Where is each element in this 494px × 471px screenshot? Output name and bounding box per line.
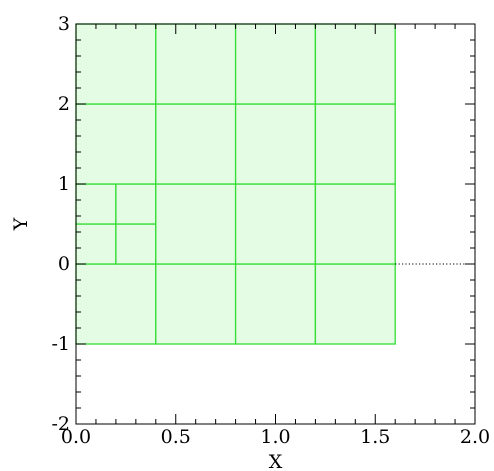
mesh-cells bbox=[75, 23, 396, 345]
y-tick-label: 1 bbox=[58, 173, 70, 195]
mesh-cell-9 bbox=[234, 183, 317, 265]
mesh-cell-6 bbox=[75, 183, 117, 225]
y-tick-label: -2 bbox=[51, 413, 70, 435]
mesh-cell-7 bbox=[115, 183, 157, 225]
axis-ticks bbox=[75, 23, 476, 425]
mesh-cell-17 bbox=[234, 23, 317, 105]
y-axis-label: Y bbox=[10, 217, 32, 231]
mesh-cell-2 bbox=[234, 263, 317, 345]
mesh-cell-14 bbox=[314, 103, 396, 185]
x-tick-label: 0.5 bbox=[161, 426, 191, 448]
mesh-cell-16 bbox=[155, 23, 237, 105]
tick-labels: 0.0 0.5 1.0 1.5 2.0 -2 -1 0 1 2 3 bbox=[51, 13, 490, 448]
mesh-cell-8 bbox=[155, 183, 237, 265]
mesh-cell-12 bbox=[155, 103, 237, 185]
mesh-cell-0 bbox=[75, 263, 157, 345]
mesh-cell-4 bbox=[75, 223, 117, 265]
mesh-cell-13 bbox=[234, 103, 317, 185]
mesh-cell-15 bbox=[75, 23, 157, 105]
mesh-cell-10 bbox=[314, 183, 396, 265]
x-tick-label: 1.5 bbox=[360, 426, 390, 448]
x-tick-label: 1.0 bbox=[260, 426, 290, 448]
y-tick-label: 0 bbox=[58, 253, 70, 275]
mesh-cell-3 bbox=[314, 263, 396, 345]
x-tick-label: 2.0 bbox=[460, 426, 490, 448]
x-axis-label: X bbox=[269, 451, 283, 471]
x-tick-label: 0.0 bbox=[61, 426, 91, 448]
mesh-cell-5 bbox=[115, 223, 157, 265]
mesh-cell-18 bbox=[314, 23, 396, 105]
y-tick-label: -1 bbox=[51, 333, 70, 355]
y-tick-label: 3 bbox=[58, 13, 70, 35]
y-tick-label: 2 bbox=[58, 93, 70, 115]
mesh-cell-11 bbox=[75, 103, 157, 185]
mesh-cell-1 bbox=[155, 263, 237, 345]
